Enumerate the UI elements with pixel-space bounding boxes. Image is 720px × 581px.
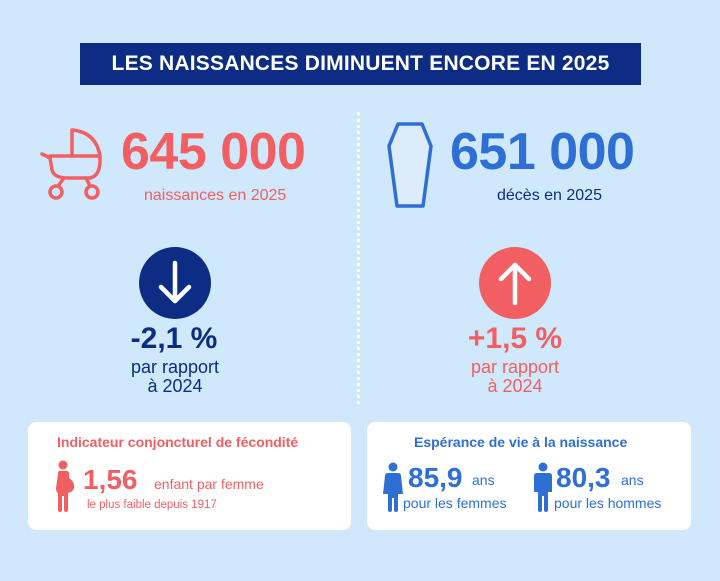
- coffin-icon: [387, 122, 433, 208]
- births-comparison-line1: par rapport: [130, 357, 220, 377]
- men-life-expectancy-value: 80,3: [556, 462, 611, 493]
- man-icon: [534, 462, 552, 512]
- deaths-comparison-line2: à 2024: [487, 376, 543, 396]
- deaths-label: décès en 2025: [497, 187, 602, 204]
- down-arrow-badge: [139, 247, 211, 319]
- deaths-value: 651 000: [450, 123, 635, 181]
- women-life-expectancy-label: pour les femmes: [403, 495, 507, 511]
- men-life-expectancy-unit: ans: [621, 472, 644, 488]
- pregnant-woman-icon: [56, 460, 75, 512]
- births-value: 645 000: [121, 123, 306, 181]
- arrow-up-icon: [498, 262, 532, 306]
- column-divider: [357, 112, 360, 404]
- life-expectancy-title: Espérance de vie à la naissance: [414, 434, 628, 450]
- fertility-note: le plus faible depuis 1917: [87, 499, 217, 511]
- fertility-title: Indicateur conjoncturel de fécondité: [57, 434, 299, 450]
- stroller-icon: [40, 128, 102, 200]
- men-life-expectancy-label: pour les hommes: [554, 495, 662, 511]
- life-expectancy-card: Espérance de vie à la naissance 85,9 ans…: [367, 422, 691, 530]
- fertility-unit: enfant par femme: [154, 476, 264, 492]
- page-title: LES NAISSANCES DIMINUENT ENCORE EN 2025: [80, 43, 641, 85]
- up-arrow-badge: [479, 247, 551, 319]
- woman-icon: [383, 462, 403, 512]
- deaths-comparison-line1: par rapport: [470, 357, 560, 377]
- births-label: naissances en 2025: [144, 187, 287, 204]
- arrow-down-icon: [158, 260, 192, 304]
- fertility-value: 1,56: [83, 464, 138, 495]
- fertility-card: Indicateur conjoncturel de fécondité 1,5…: [28, 422, 351, 530]
- women-life-expectancy-unit: ans: [472, 472, 495, 488]
- deaths-change: +1,5 %: [467, 322, 563, 355]
- births-change: -2,1 %: [130, 322, 218, 355]
- births-comparison-line2: à 2024: [147, 376, 203, 396]
- women-life-expectancy-value: 85,9: [408, 462, 463, 493]
